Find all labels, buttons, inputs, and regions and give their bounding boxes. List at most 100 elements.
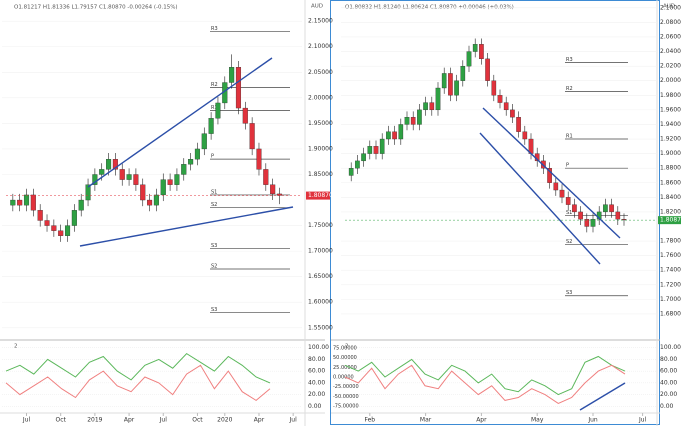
y-tick-label: 1.98000 bbox=[660, 92, 681, 99]
oscillator-label: 2 bbox=[14, 344, 18, 350]
pivot-label: R1 bbox=[566, 134, 573, 140]
currency: AUD bbox=[663, 4, 675, 10]
candle-body bbox=[194, 148, 200, 160]
y-tick-label: 1.95000 bbox=[308, 120, 333, 127]
trend-line bbox=[87, 57, 273, 188]
y-tick-label: 1.86000 bbox=[660, 179, 681, 186]
candle-body bbox=[479, 44, 484, 60]
candle-body bbox=[235, 67, 242, 109]
x-tick-label: Jul bbox=[22, 417, 31, 424]
candle-body bbox=[516, 117, 521, 132]
header: O1.81217 H1.81336 L1.79157 C1.80870 -0.0… bbox=[14, 5, 178, 11]
candle-body bbox=[417, 109, 422, 125]
x-tick-label: Oct bbox=[192, 417, 203, 424]
candle-body bbox=[215, 102, 221, 119]
x-tick-label: Feb bbox=[364, 417, 375, 424]
x-tick-label: Apr bbox=[254, 417, 265, 424]
y-tick-label: 100.00 bbox=[308, 344, 329, 351]
y2-tick-label: 75.00000 bbox=[333, 346, 357, 352]
active-panel-border bbox=[330, 0, 660, 425]
candle-body bbox=[398, 124, 404, 140]
y-tick-label: 1.78000 bbox=[660, 238, 681, 245]
price-tag-label: 1.80870 bbox=[660, 217, 681, 224]
candle-body bbox=[188, 159, 194, 165]
candle-body bbox=[106, 159, 112, 170]
y-tick-label: 1.68000 bbox=[660, 310, 681, 317]
candle-body bbox=[85, 184, 91, 201]
candle-body bbox=[361, 153, 366, 162]
candle-body bbox=[435, 87, 441, 111]
y-tick-label: 2.06000 bbox=[660, 33, 681, 40]
y-tick-label: 2.15000 bbox=[308, 18, 333, 25]
candle-body bbox=[256, 148, 262, 170]
pivot-label: R3 bbox=[566, 57, 573, 63]
oscillator-line bbox=[5, 352, 271, 384]
candle-body bbox=[454, 80, 459, 96]
y-tick-label: 1.92000 bbox=[660, 136, 681, 143]
candle-body bbox=[276, 193, 283, 196]
candle-body bbox=[17, 199, 23, 206]
y-tick-label: 80.00 bbox=[308, 356, 325, 363]
candle-body bbox=[472, 44, 478, 52]
candle-body bbox=[373, 146, 379, 154]
pivot-label: S3 bbox=[566, 290, 572, 296]
pivot-label: R2 bbox=[566, 86, 573, 92]
candle-body bbox=[229, 67, 235, 83]
pivot-label: R2 bbox=[211, 82, 218, 88]
candle-body bbox=[30, 194, 36, 211]
pivot-label: S3 bbox=[211, 243, 217, 249]
pivot-label: S2 bbox=[566, 239, 572, 245]
trend-line bbox=[79, 206, 294, 247]
candle-body bbox=[572, 204, 577, 213]
y-tick-label: 0.00 bbox=[308, 403, 322, 410]
candle-body bbox=[503, 102, 509, 111]
candle-body bbox=[270, 184, 276, 195]
candle-body bbox=[615, 211, 621, 220]
oscillator-line bbox=[344, 364, 626, 404]
x-tick-label: Jun bbox=[587, 417, 598, 424]
candle-body bbox=[160, 179, 166, 196]
trend-lines bbox=[79, 57, 626, 411]
candle-body bbox=[609, 204, 614, 213]
candle-body bbox=[78, 199, 84, 211]
candle-body bbox=[208, 118, 214, 134]
x-tick-label: Apr bbox=[124, 417, 135, 424]
candle-body bbox=[242, 107, 248, 124]
x-tick-label: Mar bbox=[420, 417, 432, 424]
x-tick-label: Jul bbox=[159, 417, 168, 424]
candle-body bbox=[153, 194, 159, 206]
pivot-label: R1 bbox=[211, 105, 218, 111]
x-tick-label: May bbox=[531, 417, 544, 424]
candle-body bbox=[559, 189, 565, 198]
candle-body bbox=[423, 102, 428, 111]
candle-body bbox=[448, 73, 453, 96]
y-tick-label: 40.00 bbox=[660, 379, 677, 386]
y-tick-label: 1.75000 bbox=[308, 222, 333, 229]
marks: O1.81217 H1.81336 L1.79157 C1.80870 -0.0… bbox=[2, 4, 681, 424]
candle-body bbox=[99, 169, 105, 175]
candle-body bbox=[181, 164, 187, 175]
candle-body bbox=[565, 197, 571, 205]
y-tick-label: 1.74000 bbox=[660, 267, 681, 274]
candle-body bbox=[547, 168, 552, 183]
y-tick-label: 1.85000 bbox=[308, 171, 333, 178]
candle-body bbox=[37, 210, 43, 221]
x-tick-label: Jul bbox=[289, 417, 298, 424]
oscillator-label: 2 bbox=[345, 344, 349, 350]
pivot-label: S1 bbox=[566, 210, 572, 216]
candle-body bbox=[10, 199, 16, 206]
candle-body bbox=[23, 194, 30, 206]
y-tick-label: 1.55000 bbox=[308, 324, 333, 331]
candle-body bbox=[51, 225, 57, 231]
y-tick-label: 1.70000 bbox=[308, 248, 333, 255]
y2-tick-label: -25.00000 bbox=[333, 384, 359, 390]
y-tick-label: 1.96000 bbox=[660, 106, 681, 113]
pivot-label: P bbox=[211, 154, 214, 160]
trend-line bbox=[482, 107, 621, 239]
candle-body bbox=[367, 146, 373, 154]
y-tick-label: 2.00000 bbox=[660, 77, 681, 84]
oscillator-line bbox=[344, 355, 626, 396]
candle-body bbox=[497, 95, 503, 103]
